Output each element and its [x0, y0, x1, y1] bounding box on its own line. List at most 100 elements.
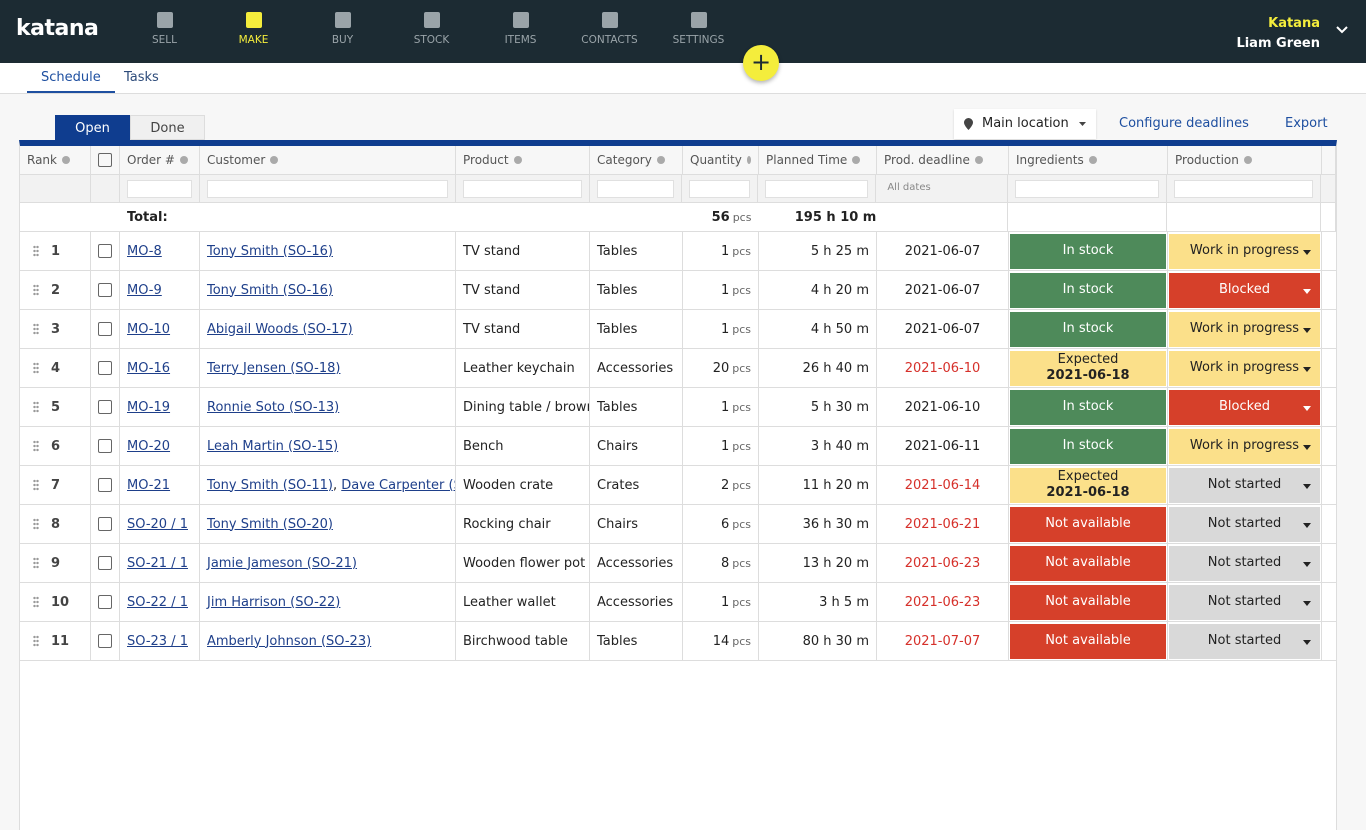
add-button[interactable]: + — [743, 45, 779, 81]
unit: pcs — [732, 595, 751, 609]
production-status[interactable]: Blocked — [1169, 389, 1320, 425]
nav-item[interactable]: CONTACTS — [565, 0, 654, 63]
order-link[interactable]: SO-23 / 1 — [127, 633, 188, 649]
row-checkbox[interactable] — [98, 400, 112, 414]
row-checkbox[interactable] — [98, 439, 112, 453]
row-checkbox[interactable] — [98, 361, 112, 375]
order-link[interactable]: MO-19 — [127, 399, 171, 415]
row-checkbox[interactable] — [98, 322, 112, 336]
cell: Jim Harrison (SO-22) — [200, 583, 456, 621]
filter-input[interactable] — [1015, 179, 1160, 198]
planned-time: 3 h 5 m — [819, 594, 869, 610]
filter-input[interactable] — [765, 179, 869, 198]
order-link[interactable]: MO-21 — [127, 477, 171, 493]
export-link[interactable]: Export — [1266, 116, 1328, 131]
deadline: 2021-06-21 — [904, 516, 981, 532]
nav-item[interactable]: SELL — [120, 0, 209, 63]
drag-handle[interactable] — [33, 518, 39, 530]
ingredients-label: Expected — [1057, 352, 1119, 367]
order-link[interactable]: MO-16 — [127, 360, 171, 376]
production-status[interactable]: Work in progress — [1169, 233, 1320, 269]
row-checkbox[interactable] — [98, 283, 112, 297]
production-status[interactable]: Not started — [1169, 584, 1320, 620]
customer-link[interactable]: Tony Smith (SO-20) — [207, 516, 333, 532]
production-status[interactable]: Work in progress — [1169, 311, 1320, 347]
drag-handle[interactable] — [33, 596, 39, 608]
drag-handle[interactable] — [33, 479, 39, 491]
ingredients-status: Expected 2021-06-18 — [1010, 350, 1166, 386]
cell: 3 — [20, 310, 91, 348]
filter-input[interactable] — [689, 179, 751, 198]
tab[interactable]: Schedule — [27, 63, 115, 93]
production-status[interactable]: Not started — [1169, 506, 1320, 542]
customer-link[interactable]: Jim Harrison (SO-22) — [207, 594, 341, 610]
nav-item[interactable]: ITEMS — [476, 0, 565, 63]
customer-link[interactable]: Leah Martin (SO-15) — [207, 438, 339, 454]
planned-time: 3 h 40 m — [810, 438, 869, 454]
customer-link[interactable]: Amberly Johnson (SO-23) — [207, 633, 372, 649]
configure-link[interactable]: Configure deadlines — [1119, 116, 1249, 131]
tab[interactable]: Tasks — [124, 70, 159, 85]
filter-input[interactable] — [126, 179, 192, 198]
drag-handle[interactable] — [33, 362, 39, 374]
order-link[interactable]: MO-20 — [127, 438, 171, 454]
customer-link[interactable]: Tony Smith (SO-16) — [207, 282, 333, 298]
production-status[interactable]: Not started — [1169, 467, 1320, 503]
customer-link[interactable]: Abigail Woods (SO-17) — [207, 321, 353, 337]
location: Main location — [982, 116, 1069, 131]
filter-input[interactable] — [206, 179, 448, 198]
row-checkbox[interactable] — [98, 244, 112, 258]
row-checkbox[interactable] — [98, 556, 112, 570]
unit: pcs — [732, 283, 751, 297]
production-status[interactable]: Not started — [1169, 623, 1320, 659]
row-checkbox[interactable] — [98, 517, 112, 531]
toggle[interactable]: Open — [55, 115, 130, 140]
filter-input[interactable] — [596, 179, 675, 198]
filter-input[interactable]: All dates — [887, 181, 931, 193]
order-link[interactable]: SO-20 / 1 — [127, 516, 188, 532]
row-checkbox[interactable] — [98, 634, 112, 648]
drag-handle[interactable] — [33, 401, 39, 413]
order-link[interactable]: MO-10 — [127, 321, 171, 337]
select-all[interactable] — [98, 153, 112, 167]
order-link[interactable]: SO-22 / 1 — [127, 594, 188, 610]
order-link[interactable]: MO-9 — [127, 282, 162, 298]
production-status[interactable]: Not started — [1169, 545, 1320, 581]
account-caret[interactable] — [1336, 26, 1348, 34]
order-link[interactable]: SO-21 / 1 — [127, 555, 188, 571]
logo[interactable]: katana — [16, 16, 99, 41]
customer-link[interactable]: Ronnie Soto (SO-13) — [207, 399, 340, 415]
customer-link[interactable]: Dave Carpenter (SO-6) — [341, 477, 455, 493]
dropdown-caret — [1303, 522, 1311, 532]
production-status[interactable]: Work in progress — [1169, 428, 1320, 464]
customer-link[interactable]: Tony Smith (SO-11) — [207, 477, 333, 493]
nav-item[interactable]: SETTINGS — [654, 0, 743, 63]
nav-item[interactable]: STOCK — [387, 0, 476, 63]
drag-handle[interactable] — [33, 284, 39, 296]
filter-input[interactable] — [462, 179, 582, 198]
filter-input[interactable] — [1174, 179, 1313, 198]
tabs: Schedule Tasks — [0, 63, 1366, 94]
customer-link[interactable]: Terry Jensen (SO-18) — [207, 360, 341, 376]
drag-handle[interactable] — [33, 245, 39, 257]
production-status[interactable]: Work in progress — [1169, 350, 1320, 386]
production-status[interactable]: Blocked — [1169, 272, 1320, 308]
nav-label: SELL — [152, 34, 177, 46]
drag-handle[interactable] — [33, 635, 39, 647]
toggle[interactable]: Done — [130, 115, 205, 140]
column-header: Ingredients — [1016, 153, 1084, 167]
customer-link[interactable]: Tony Smith (SO-16) — [207, 243, 333, 259]
row-checkbox[interactable] — [98, 595, 112, 609]
cell — [1321, 203, 1336, 231]
row-checkbox[interactable] — [98, 478, 112, 492]
quantity: 2 — [720, 477, 730, 493]
location-select[interactable]: Main location — [954, 109, 1096, 139]
account[interactable]: Katana Liam Green — [1236, 14, 1320, 54]
customer-link[interactable]: Jamie Jameson (SO-21) — [207, 555, 357, 571]
nav-item[interactable]: MAKE — [209, 0, 298, 63]
drag-handle[interactable] — [33, 323, 39, 335]
nav-item[interactable]: BUY — [298, 0, 387, 63]
order-link[interactable]: MO-8 — [127, 243, 162, 259]
drag-handle[interactable] — [33, 557, 39, 569]
drag-handle[interactable] — [33, 440, 39, 452]
